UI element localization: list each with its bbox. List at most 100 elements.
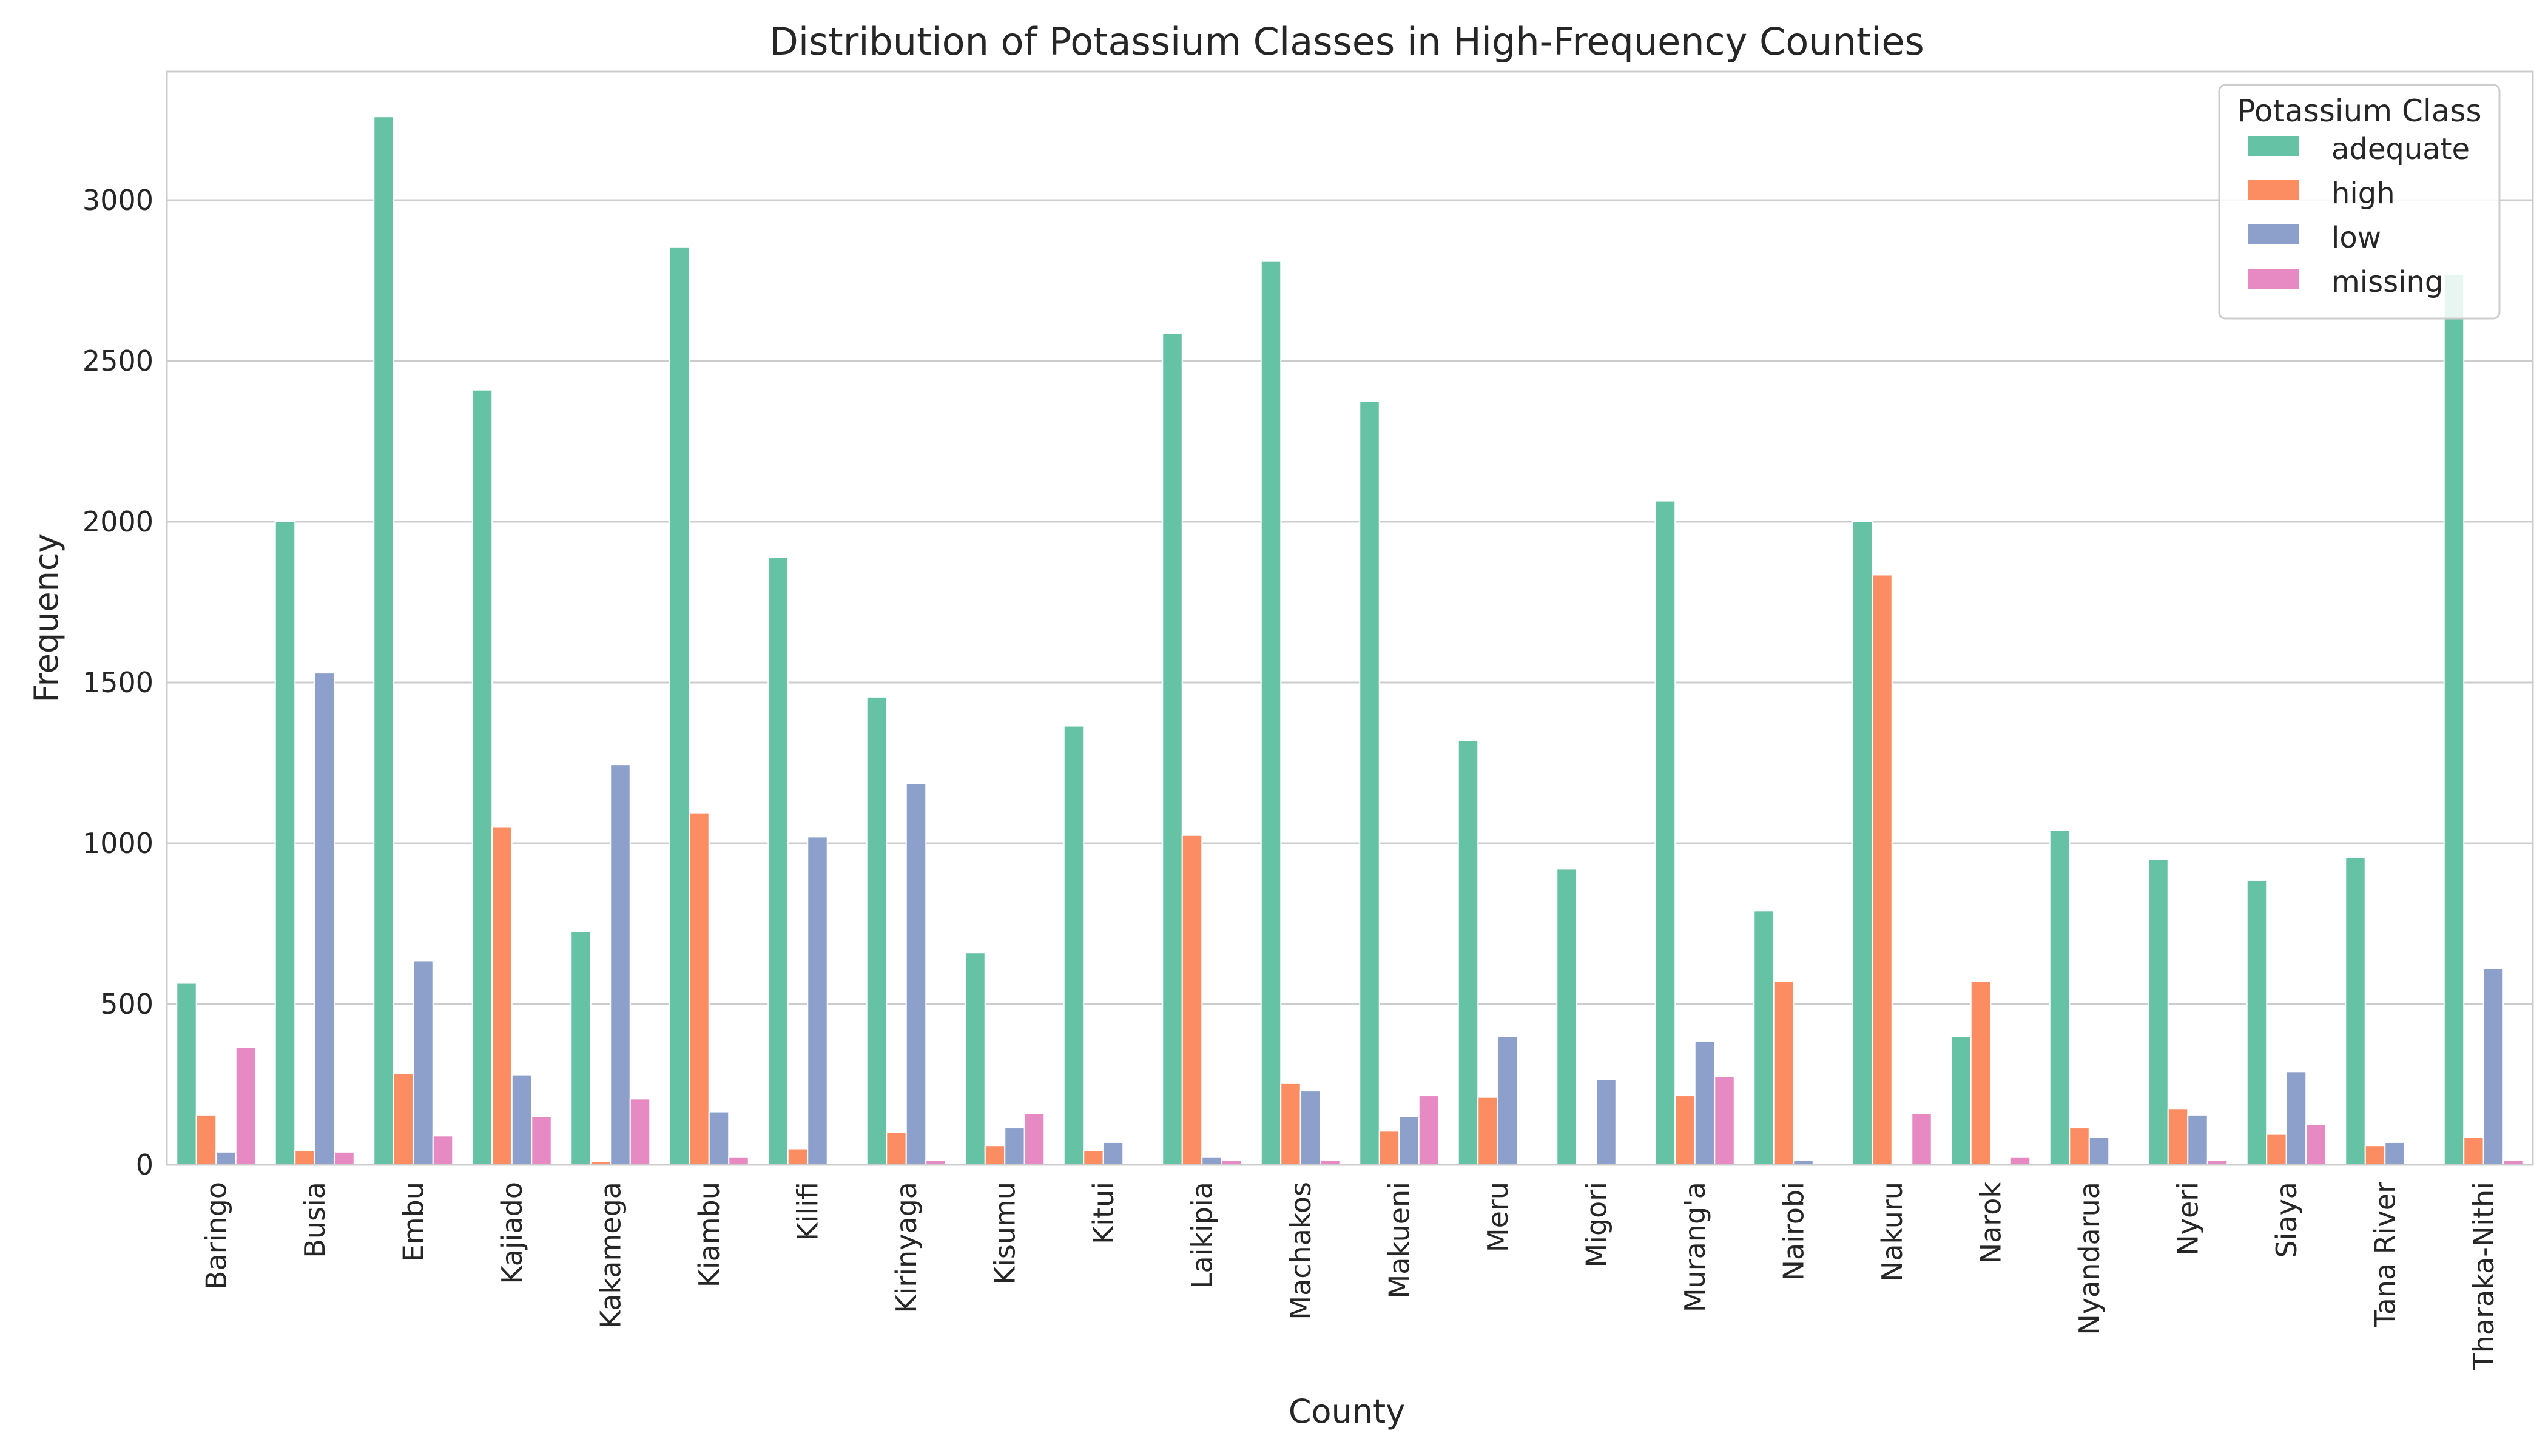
bar-low [1497,1036,1518,1165]
bar-high [1970,980,1992,1166]
legend-swatch-low [2248,224,2299,244]
bar-high [2069,1127,2090,1166]
bar-low [1201,1156,1222,1165]
bar-high [491,826,513,1165]
x-tick-label: Embu [397,1182,430,1262]
x-tick-label: Migori [1580,1182,1613,1268]
bar-adequate [471,389,493,1166]
bar-low [1102,1141,1124,1166]
bar-low [905,783,927,1165]
bar-missing [432,1135,454,1166]
x-tick-label: Nyeri [2171,1182,2204,1256]
bar-low [511,1074,533,1165]
x-tick-label: Makueni [1383,1182,1415,1299]
x-tick-labels: Baringo Busia Embu Kajiado Kakamega Kiambu Kil… [200,1182,2500,1371]
y-tick-label: 2500 [83,345,153,377]
bar-adequate [669,246,690,1166]
bar-adequate [1753,910,1774,1166]
legend: Potassium Class adequate high low missing [2218,84,2501,320]
y-tick-label: 500 [100,988,153,1020]
bar-low [1694,1040,1716,1165]
legend-swatch-adequate [2248,136,2299,156]
bar-high [1674,1095,1696,1166]
bar-high [294,1150,315,1166]
bar-adequate [570,931,592,1165]
bar-high [984,1145,1006,1165]
y-axis-label: Frequency [27,534,66,703]
legend-swatch-high [2248,180,2299,200]
bar-missing [531,1116,552,1165]
bar-missing [235,1046,257,1166]
bar-high [2167,1108,2189,1165]
bar-low [708,1111,730,1166]
x-tick-label: Nakuru [1876,1182,1909,1282]
bar-low [1004,1127,1025,1166]
bar-low [610,764,631,1165]
bar-high [787,1148,809,1165]
bar-high [195,1114,217,1165]
x-tick-label: Kisumu [988,1182,1021,1285]
bar-high [886,1132,907,1165]
bar-high [2364,1145,2386,1165]
x-tick-label: Tana River [2368,1182,2401,1328]
bar-missing [629,1098,651,1165]
bar-missing [728,1156,749,1165]
y-tick-label: 3000 [83,184,153,217]
bar-adequate [1457,740,1479,1165]
grid-lines [167,199,2533,1166]
x-tick-label: Kirinyaga [890,1182,923,1313]
y-tick-label: 0 [136,1148,153,1181]
bar-adequate [1852,521,1873,1165]
x-tick-label: Nairobi [1777,1182,1810,1281]
x-tick-label: Narok [1974,1182,2007,1264]
bar-missing [1714,1076,1735,1165]
plot-frame [166,70,2534,1166]
bar-adequate [1359,400,1380,1165]
x-tick-label: Laikipia [1185,1182,1218,1289]
legend-label: high [2331,177,2395,211]
legend-label: low [2331,221,2381,255]
bar-adequate [1162,332,1183,1166]
legend-label: adequate [2331,132,2470,166]
bar-high [1083,1150,1104,1166]
bar-adequate [274,521,296,1165]
x-tick-label: Nyandarua [2073,1182,2106,1335]
bar-high [689,812,710,1165]
bar-missing [1911,1113,1932,1165]
bars [176,116,2524,1166]
bar-high [1773,980,1795,1166]
bar-high [393,1072,414,1165]
bar-high [2266,1133,2287,1166]
bar-adequate [2148,858,2169,1165]
x-tick-label: Kajiado [496,1182,528,1284]
x-tick-label: Meru [1481,1182,1514,1252]
y-tick-label: 1000 [83,827,153,860]
bar-missing [2305,1124,2327,1165]
bar-low [314,672,335,1165]
bar-adequate [373,116,394,1166]
bar-missing [334,1151,355,1166]
bar-low [413,960,434,1165]
bar-low [1596,1079,1617,1166]
bar-adequate [1260,260,1282,1166]
bar-adequate [866,696,888,1165]
bar-missing [1023,1113,1045,1165]
bar-low [2482,968,2504,1165]
bar-adequate [2443,273,2465,1165]
chart-title: Distribution of Potassium Classes in Hig… [769,19,1924,64]
bar-high [1378,1130,1400,1165]
bar-low [215,1151,237,1166]
y-tick-label: 1500 [83,666,153,699]
bar-low [2384,1141,2405,1166]
legend-items: adequate high low missing [2248,132,2470,299]
x-tick-label: Murang'a [1679,1182,1711,1312]
bar-adequate [1556,868,1577,1166]
x-tick-label: Tharaka-Nithi [2467,1182,2500,1370]
legend-label: missing [2331,265,2443,299]
legend-title: Potassium Class [2237,93,2481,129]
bar-low [807,836,828,1165]
bar-low [1398,1116,1420,1165]
bar-high [1280,1082,1301,1165]
bar-high [2463,1136,2484,1165]
